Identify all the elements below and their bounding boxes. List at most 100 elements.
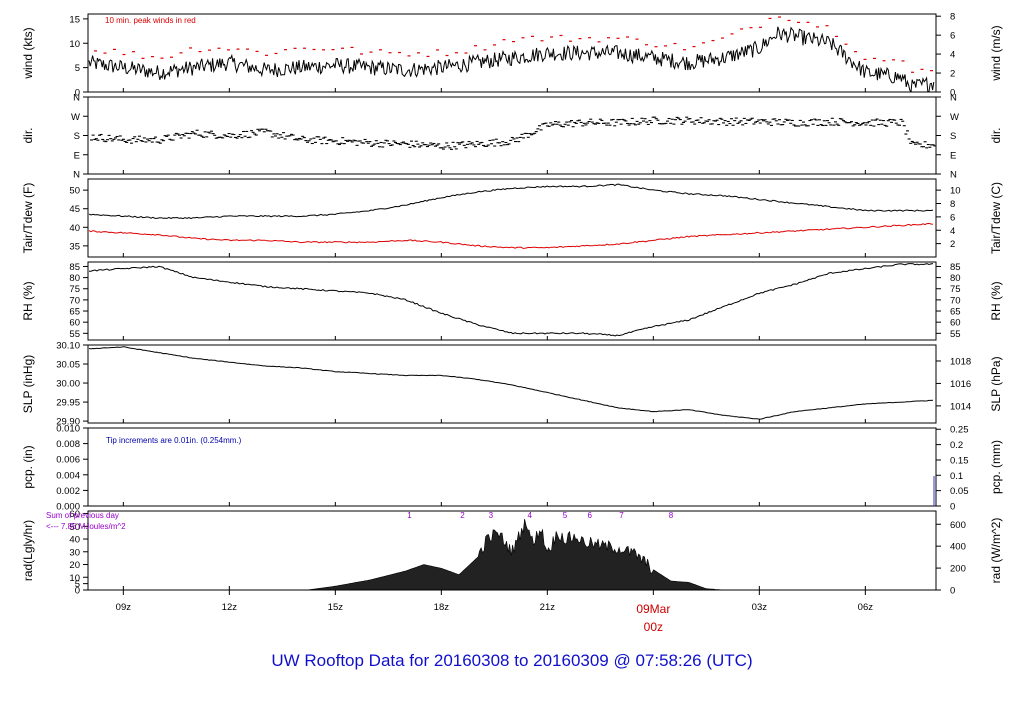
x-tick-label-15z: 15z [328, 602, 344, 613]
x-tick-label-12z: 12z [222, 602, 238, 613]
ylabel-right-dir: dir. [989, 127, 1003, 143]
x-tick-label-18z: 18z [434, 602, 450, 613]
right-tick-label-wind: 6 [950, 31, 955, 42]
left-tick-label-dir: N [73, 93, 80, 104]
wind-annotation: 10 min. peak winds in red [105, 16, 196, 25]
right-tick-label-temp: 4 [950, 226, 955, 237]
radiation-marker-4: 4 [527, 511, 532, 520]
x-tick-label-06z: 06z [858, 602, 874, 613]
right-tick-label-slp: 1018 [950, 356, 971, 367]
left-tick-label-slp: 29.90 [56, 417, 80, 428]
plot-area-temp [88, 183, 934, 249]
radiation-marker-1: 1 [407, 511, 412, 520]
series-line-slp [88, 346, 934, 420]
right-tick-label-rad: 0 [950, 586, 955, 597]
x-date-label: 09Mar [636, 602, 670, 616]
right-tick-label-rad: 400 [950, 542, 966, 553]
right-tick-label-dir: N [950, 170, 957, 181]
ylabel-left-pcp: pcp. (in) [21, 445, 35, 488]
left-tick-label-wind: 5 [75, 63, 80, 74]
right-tick-label-rad: 200 [950, 564, 966, 575]
panel-frame-pcp [87, 427, 937, 507]
ylabel-left-slp: SLP (inHg) [21, 355, 35, 413]
left-tick-label-rad: 50 [69, 522, 80, 533]
right-tick-label-dir: W [950, 112, 959, 123]
x-axis: 09z 12z 15z 18z 21z 09Mar 00z 03z 06z [88, 589, 936, 634]
left-tick-label-rad: 10 [69, 573, 80, 584]
x-tick-label-21z: 21z [540, 602, 556, 613]
right-tick-label-slp: 1016 [950, 379, 971, 390]
wind-speed-line [88, 26, 935, 92]
left-tick-label-pcp: 0.008 [56, 439, 80, 450]
left-tick-label-rad: 20 [69, 560, 80, 571]
left-tick-label-rad: 0 [75, 586, 80, 597]
left-tick-label-temp: 45 [69, 204, 80, 215]
right-tick-label-pcp: 0.2 [950, 440, 963, 451]
left-tick-label-temp: 50 [69, 186, 80, 197]
ylabel-left-dir: dir. [21, 127, 35, 143]
right-tick-label-rh: 75 [950, 284, 961, 295]
right-tick-label-rh: 60 [950, 318, 961, 329]
left-tick-label-rh: 65 [69, 307, 80, 318]
right-tick-label-dir: E [950, 150, 956, 161]
left-tick-label-wind: 10 [69, 39, 80, 50]
left-tick-label-pcp: 0.002 [56, 486, 80, 497]
radiation-annotation-1: Sum of previous day [46, 511, 119, 520]
left-tick-label-rad: 5 [75, 579, 80, 590]
left-tick-label-slp: 30.10 [56, 341, 80, 352]
right-tick-label-temp: 10 [950, 186, 961, 197]
panel-frame-wind [87, 13, 937, 93]
left-tick-label-rad: 30 [69, 547, 80, 558]
panel-wind: 0 5 10 15 0 2 4 6 8 wind (kts) wind (m/s) 10 min. p… [21, 12, 1003, 99]
radiation-marker-7: 7 [619, 511, 624, 520]
right-tick-label-wind: 8 [950, 12, 955, 23]
ylabel-left-temp: Tair/Tdew (F) [21, 183, 35, 254]
x-tick-label-09z: 09z [116, 602, 132, 613]
ylabel-right-slp: SLP (hPa) [989, 356, 1003, 411]
left-tick-label-rh: 85 [69, 262, 80, 273]
x-tick-label-midnight: 00z [644, 620, 663, 634]
panel-temp: 35 40 45 50 2 4 6 8 10 Tair/Tdew (F) Tair/Tdew (C) [21, 178, 1003, 258]
right-tick-label-pcp: 0 [950, 502, 955, 513]
radiation-marker-8: 8 [669, 511, 674, 520]
right-tick-label-pcp: 0.25 [950, 425, 969, 436]
left-tick-label-dir: S [74, 131, 80, 142]
panel-frame-rh [87, 261, 937, 341]
plot-area-slp [88, 346, 934, 420]
left-tick-label-slp: 30.00 [56, 379, 80, 390]
left-tick-label-rh: 70 [69, 295, 80, 306]
right-tick-label-wind: 0 [950, 88, 955, 99]
x-tick-label-03z: 03z [752, 602, 768, 613]
left-tick-label-dir: W [71, 112, 80, 123]
ylabel-right-pcp: pcp. (mm) [989, 440, 1003, 494]
right-tick-label-rh: 80 [950, 273, 961, 284]
ylabel-left-rad: rad(Lgly/hr) [21, 520, 35, 581]
right-tick-label-rad: 600 [950, 520, 966, 531]
right-tick-label-wind: 2 [950, 69, 955, 80]
ylabel-right-temp: Tair/Tdew (C) [989, 182, 1003, 254]
left-tick-label-rh: 55 [69, 329, 80, 340]
left-tick-label-rad: 60 [69, 509, 80, 520]
right-tick-label-pcp: 0.1 [950, 471, 963, 482]
left-tick-label-slp: 29.95 [56, 398, 80, 409]
radiation-area [307, 518, 725, 590]
panel-frame-slp [87, 344, 937, 424]
left-tick-label-pcp: 0.010 [56, 424, 80, 435]
radiation-marker-3: 3 [489, 511, 494, 520]
right-tick-label-temp: 6 [950, 212, 955, 223]
radiation-marker-5: 5 [563, 511, 568, 520]
left-tick-label-wind: 0 [75, 88, 80, 99]
left-tick-label-wind: 15 [69, 14, 80, 25]
series-line-tdew [88, 222, 934, 249]
series-line-tair [88, 183, 934, 220]
right-tick-label-dir: S [950, 131, 956, 142]
pcp-annotation: Tip increments are 0.01in. (0.254mm.) [106, 436, 242, 445]
ylabel-left-wind: wind (kts) [21, 27, 35, 79]
plot-area-rh [89, 263, 934, 337]
ylabel-left-rh: RH (%) [21, 281, 35, 320]
left-tick-label-temp: 40 [69, 223, 80, 234]
left-tick-label-rad: 40 [69, 535, 80, 546]
